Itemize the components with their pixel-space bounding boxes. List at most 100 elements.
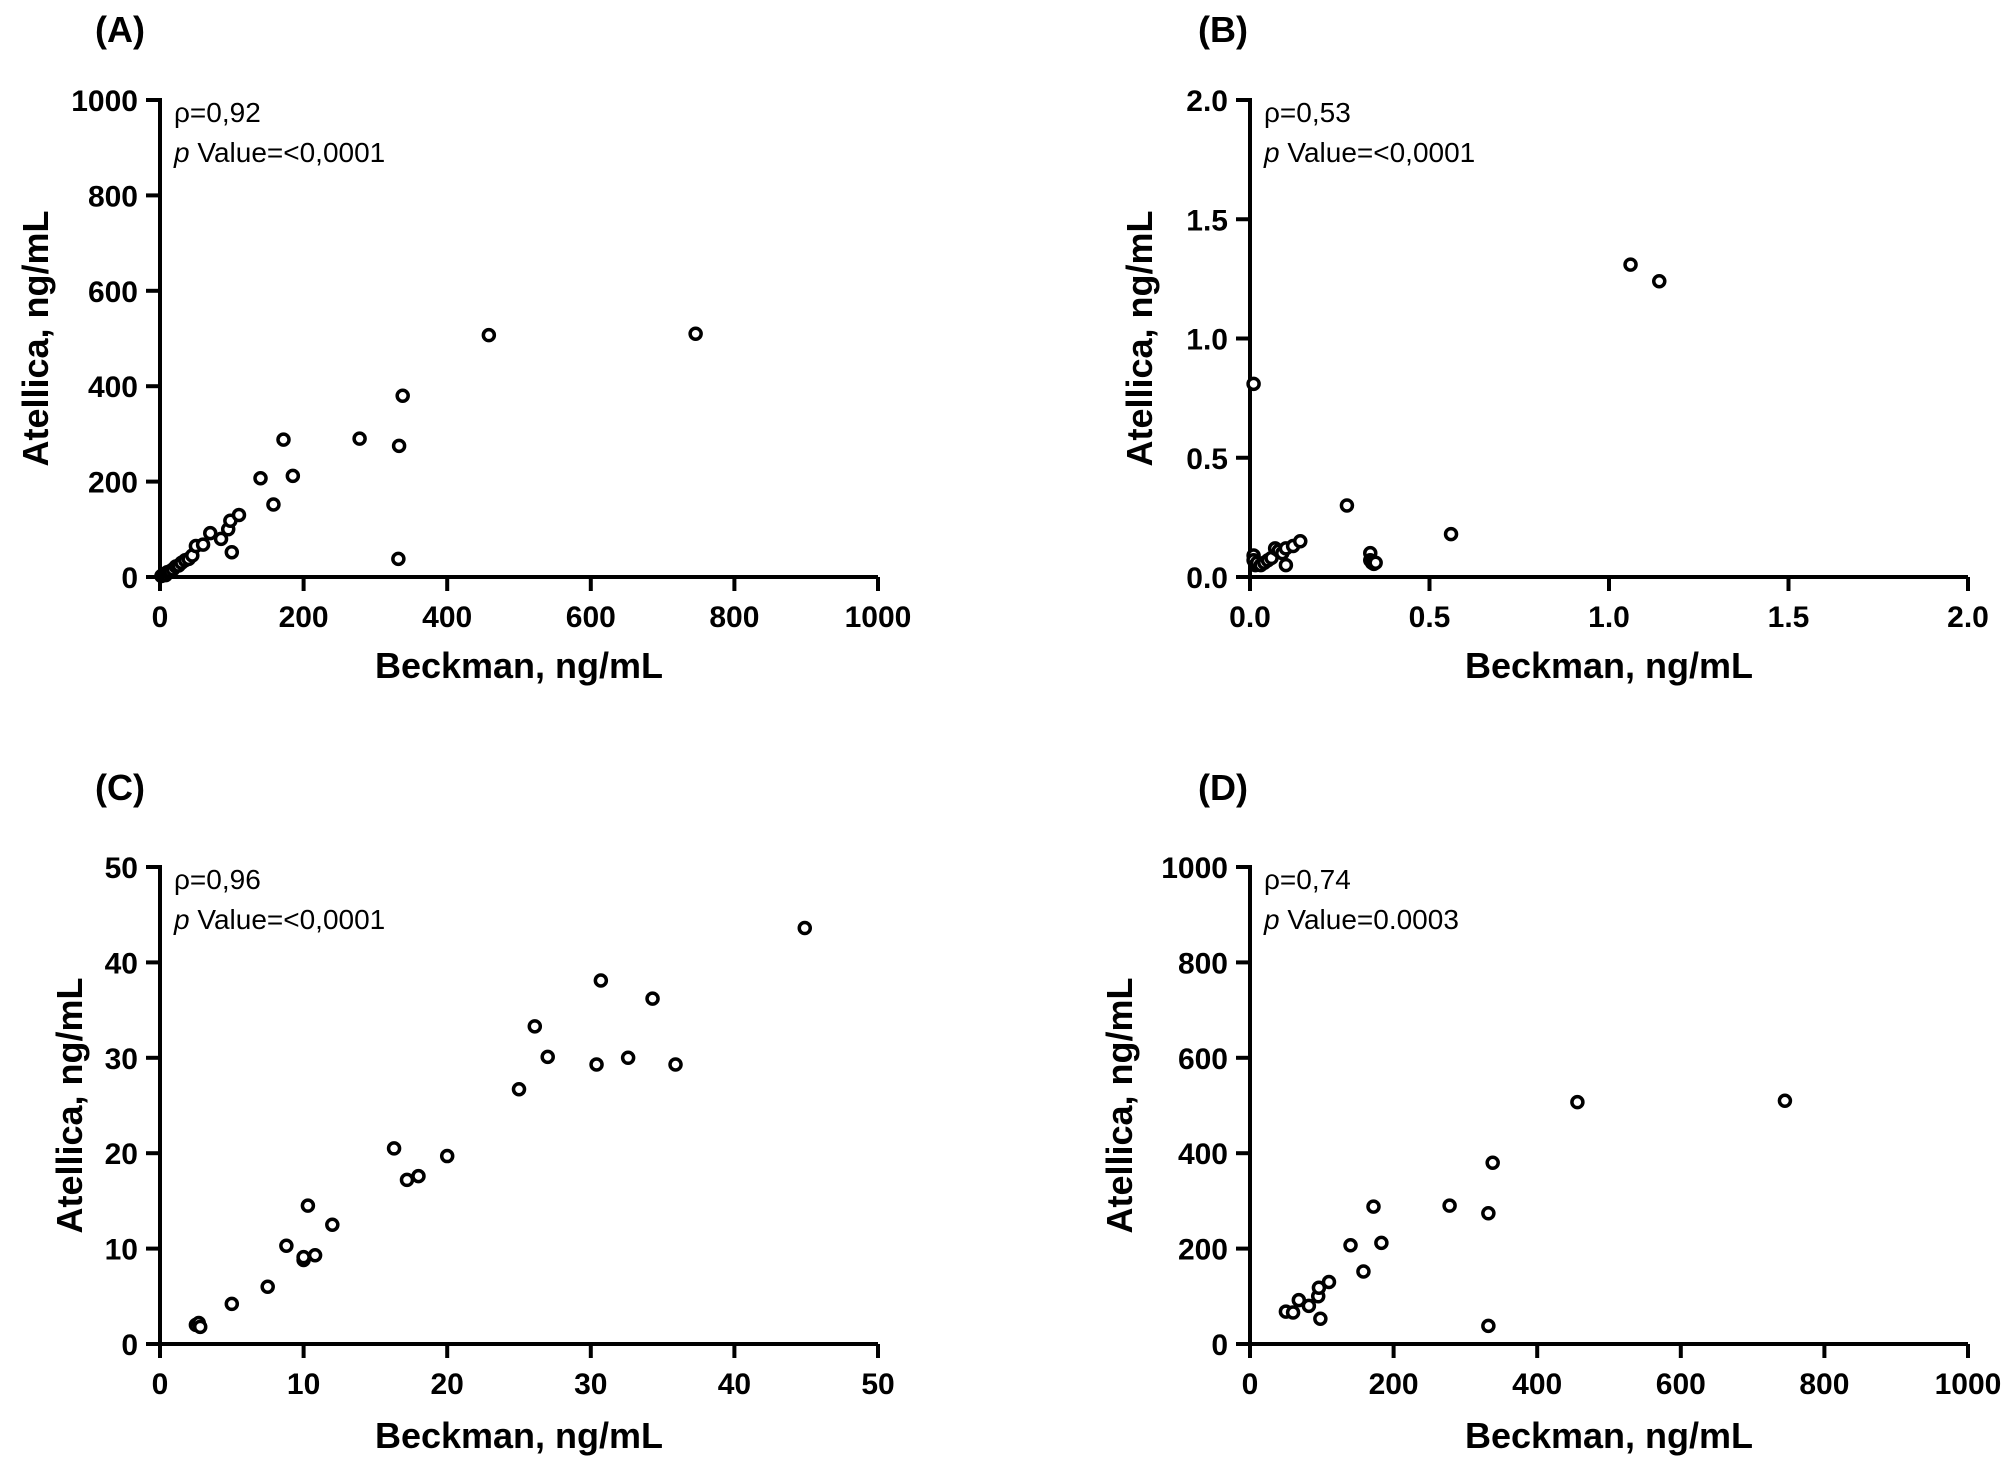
y-tick-label: 1.0 xyxy=(1186,324,1228,357)
data-point xyxy=(1356,1264,1371,1279)
scatter-panel-3: (D) 0 200 400 600 800 1000 0 200 400 600 800 1000 Bec… xyxy=(1099,767,2001,1456)
scatter-panel-0: (A) 0 200 400 600 800 1000 0 200 400 600 800 1000 Bec… xyxy=(15,9,911,686)
x-tick-label: 400 xyxy=(422,601,472,634)
data-point xyxy=(439,1148,455,1164)
y-tick-label: 10 xyxy=(105,1234,138,1267)
data-point xyxy=(300,1198,316,1213)
panel-label: (C) xyxy=(95,767,145,808)
data-point xyxy=(1278,557,1294,573)
y-tick-label: 50 xyxy=(105,852,138,885)
x-tick-label: 0 xyxy=(152,1368,169,1401)
data-point xyxy=(1777,1093,1793,1108)
data-point xyxy=(386,1141,402,1156)
x-tick-label: 200 xyxy=(279,601,329,634)
y-tick-label: 200 xyxy=(88,467,138,500)
data-point xyxy=(307,1248,323,1263)
y-tick-label: 600 xyxy=(88,276,138,309)
data-point xyxy=(395,388,410,403)
p-symbol: p xyxy=(1263,137,1280,168)
x-tick-label: 30 xyxy=(574,1368,607,1401)
data-point xyxy=(399,1172,415,1188)
data-point xyxy=(213,531,229,547)
x-tick-label: 800 xyxy=(709,601,759,634)
data-point xyxy=(1652,274,1667,289)
data-point xyxy=(1339,498,1355,513)
x-tick-label: 20 xyxy=(431,1368,464,1401)
rho-annotation: ρ=0,74 xyxy=(1264,864,1351,895)
p-symbol: p xyxy=(1263,904,1280,935)
y-tick-label: 40 xyxy=(105,947,138,980)
data-point xyxy=(1285,1305,1301,1320)
data-point xyxy=(1570,1094,1585,1110)
data-point xyxy=(1321,1274,1337,1290)
p-value-annotation: p Value=0.0003 xyxy=(1263,904,1459,935)
x-tick-label: 800 xyxy=(1799,1368,1849,1401)
y-tick-label: 0.0 xyxy=(1186,562,1228,595)
data-point xyxy=(260,1279,275,1295)
data-point xyxy=(325,1217,340,1232)
data-point xyxy=(688,326,703,341)
x-tick-label: 40 xyxy=(718,1368,751,1401)
x-tick-label: 1.5 xyxy=(1768,601,1810,634)
rho-annotation: ρ=0,53 xyxy=(1264,97,1351,128)
data-point xyxy=(1366,1199,1381,1214)
p-value-text: Value=<0,0001 xyxy=(1280,137,1476,168)
p-value-text: Value=<0,0001 xyxy=(190,137,386,168)
data-point xyxy=(668,1057,683,1072)
data-point xyxy=(224,1296,240,1312)
y-tick-label: 0 xyxy=(1211,1329,1228,1362)
y-tick-label: 0.5 xyxy=(1186,443,1228,476)
data-point xyxy=(192,1319,208,1335)
y-tick-label: 1000 xyxy=(71,85,138,118)
data-point xyxy=(1293,533,1308,549)
p-value-annotation: p Value=<0,0001 xyxy=(173,137,385,168)
panel-label: (B) xyxy=(1198,9,1248,50)
panel-label: (A) xyxy=(95,9,145,50)
y-tick-label: 1.5 xyxy=(1186,204,1228,237)
data-point xyxy=(1343,1238,1358,1253)
x-tick-label: 1.0 xyxy=(1588,601,1630,634)
data-point xyxy=(285,468,301,484)
data-point xyxy=(620,1050,636,1066)
data-point xyxy=(645,991,660,1006)
y-axis-title: Atellica, ng/mL xyxy=(1099,977,1140,1233)
data-point xyxy=(1311,1280,1327,1295)
scatter-panel-1: (B) 0.0 0.5 1.0 1.5 2.0 0.0 0.5 1.0 1.5 2.0 Beckman… xyxy=(1119,9,1989,686)
y-tick-label: 0 xyxy=(121,562,138,595)
y-tick-label: 30 xyxy=(105,1043,138,1076)
data-point xyxy=(481,327,497,343)
x-tick-label: 0 xyxy=(152,601,169,634)
x-tick-label: 10 xyxy=(287,1368,320,1401)
data-point xyxy=(1485,1155,1500,1170)
data-point xyxy=(593,973,609,988)
p-value-text: Value=<0,0001 xyxy=(190,904,386,935)
data-point xyxy=(1623,257,1638,272)
data-point xyxy=(231,507,247,523)
y-axis-title: Atellica, ng/mL xyxy=(15,210,56,466)
y-tick-label: 800 xyxy=(88,180,138,213)
x-tick-label: 1000 xyxy=(845,601,912,634)
data-point xyxy=(391,438,407,454)
y-tick-label: 400 xyxy=(1178,1138,1228,1171)
x-tick-label: 0 xyxy=(1242,1368,1259,1401)
data-point xyxy=(511,1082,527,1097)
p-value-annotation: p Value=<0,0001 xyxy=(1263,137,1475,168)
data-point xyxy=(797,920,813,936)
data-point xyxy=(253,471,268,486)
data-point xyxy=(296,1249,311,1265)
y-tick-label: 800 xyxy=(1178,947,1228,980)
data-point xyxy=(352,431,367,446)
data-point xyxy=(195,537,211,552)
x-axis-title: Beckman, ng/mL xyxy=(375,1415,663,1456)
data-point xyxy=(1301,1298,1317,1314)
x-axis-title: Beckman, ng/mL xyxy=(1465,1415,1753,1456)
data-point xyxy=(279,1238,294,1253)
data-point xyxy=(1368,555,1383,570)
data-point xyxy=(266,497,281,512)
x-tick-label: 2.0 xyxy=(1947,601,1989,634)
y-tick-label: 200 xyxy=(1178,1234,1228,1267)
y-tick-label: 1000 xyxy=(1161,852,1228,885)
rho-annotation: ρ=0,96 xyxy=(174,864,261,895)
x-tick-label: 600 xyxy=(1656,1368,1706,1401)
